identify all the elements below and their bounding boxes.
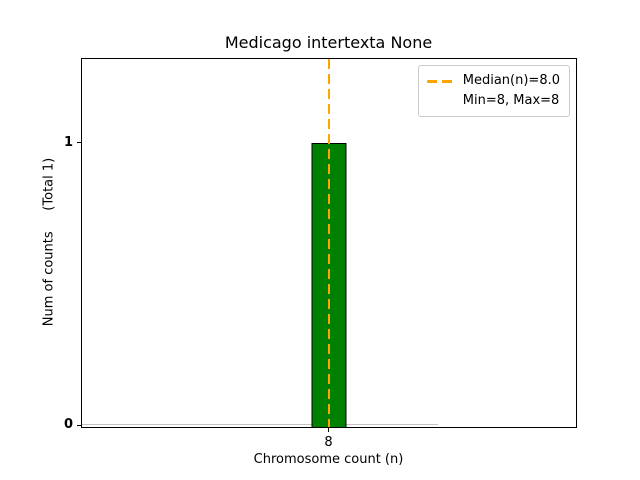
y-tick-label-1: 1	[63, 135, 73, 150]
y-tick-mark-1	[77, 142, 81, 143]
x-axis-label: Chromosome count (n)	[253, 452, 404, 467]
legend-label-minmax: Min=8, Max=8	[462, 93, 560, 108]
chart-title: Medicago intertexta None	[224, 33, 433, 52]
legend: Median(n)=8.0 Min=8, Max=8	[417, 65, 570, 117]
x-tick-mark-8	[328, 428, 329, 432]
legend-spacer	[427, 100, 454, 102]
median-dashed-line	[328, 59, 330, 427]
y-tick-label-0: 0	[63, 417, 73, 432]
legend-entry-minmax: Min=8, Max=8	[427, 91, 560, 111]
y-tick-mark-0	[77, 425, 81, 426]
median-line-icon	[426, 79, 454, 83]
x-tick-label-8: 8	[324, 435, 333, 450]
legend-label-median: Median(n)=8.0	[462, 73, 560, 88]
y-axis-label: Num of counts (Total 1)	[41, 157, 57, 327]
zero-count-baseline	[82, 424, 438, 425]
plot-area: Median(n)=8.0 Min=8, Max=8	[81, 58, 577, 428]
legend-entry-median: Median(n)=8.0	[426, 71, 560, 91]
